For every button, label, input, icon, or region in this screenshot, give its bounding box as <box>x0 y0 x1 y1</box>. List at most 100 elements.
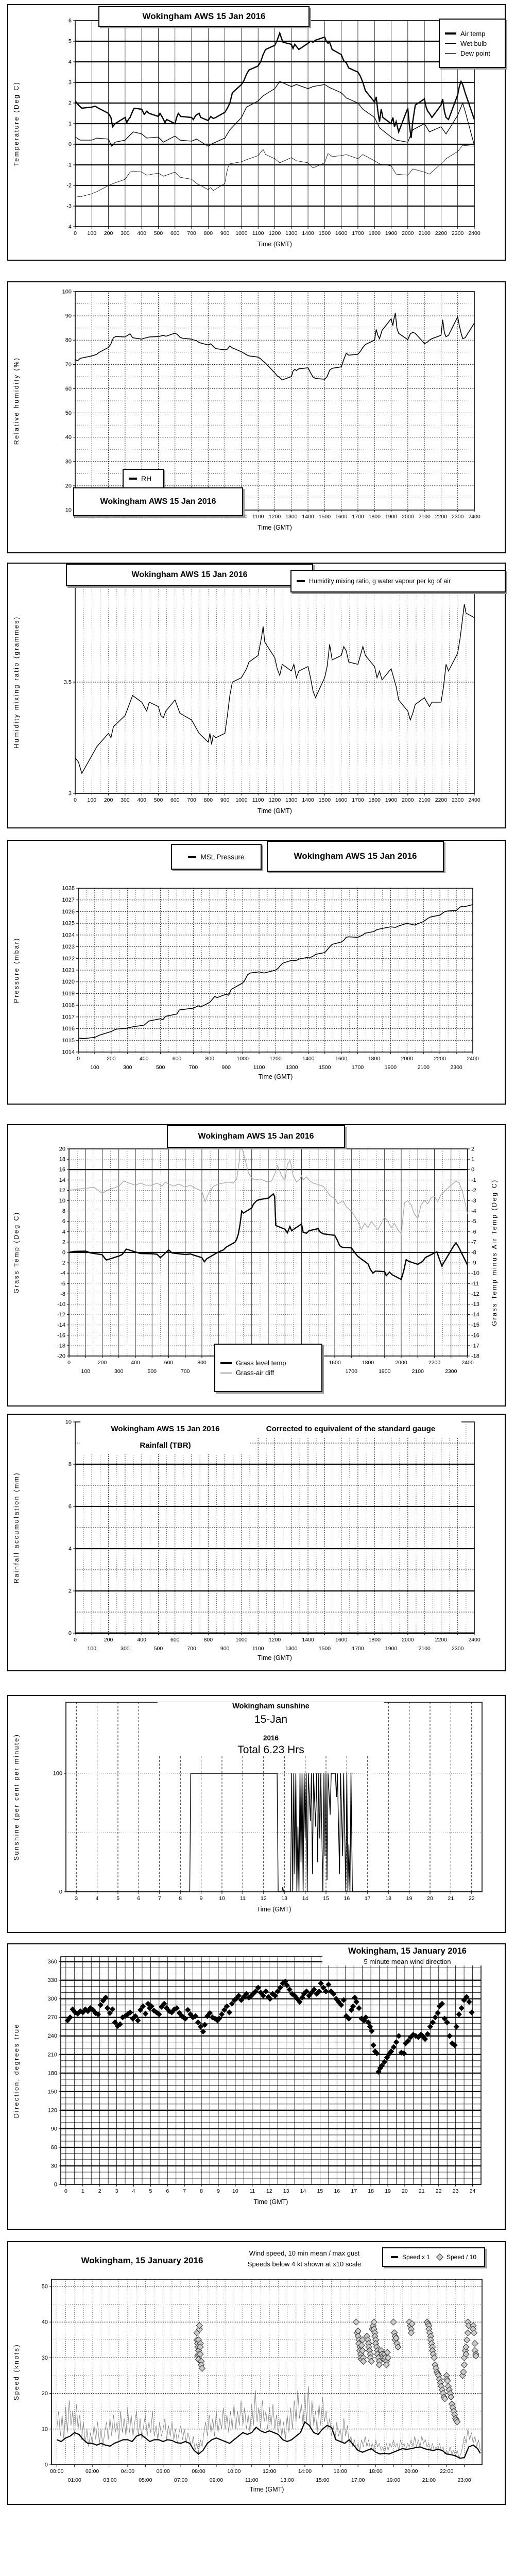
svg-text:600: 600 <box>170 797 180 803</box>
svg-text:2400: 2400 <box>468 797 480 803</box>
svg-text:15:00: 15:00 <box>316 2477 329 2483</box>
svg-text:2400: 2400 <box>467 1056 479 1062</box>
grass-temp-chart: 0100200300400500600700800900100011001200… <box>8 1125 505 1405</box>
wind-speed-note1: Wind speed, 10 min mean / max gust <box>249 2249 360 2257</box>
svg-text:800: 800 <box>197 1360 207 1366</box>
svg-text:24: 24 <box>470 2188 476 2194</box>
svg-text:5: 5 <box>68 39 72 45</box>
svg-text:2: 2 <box>62 1239 65 1245</box>
svg-text:19:00: 19:00 <box>387 2477 400 2483</box>
svg-text:2100: 2100 <box>418 1646 431 1652</box>
svg-text:400: 400 <box>137 230 146 236</box>
svg-text:3: 3 <box>75 1895 78 1902</box>
svg-text:2: 2 <box>68 100 72 107</box>
svg-text:1028: 1028 <box>62 886 75 892</box>
svg-text:10:00: 10:00 <box>227 2468 241 2475</box>
svg-text:0: 0 <box>67 1360 71 1366</box>
mixing-ratio-line-sample-icon <box>297 580 305 582</box>
svg-text:1022: 1022 <box>62 956 75 962</box>
svg-text:1600: 1600 <box>335 514 348 520</box>
svg-text:12: 12 <box>59 1188 65 1194</box>
svg-text:1017: 1017 <box>62 1014 75 1020</box>
svg-text:1500: 1500 <box>319 514 331 520</box>
svg-text:90: 90 <box>65 313 72 319</box>
svg-text:1015: 1015 <box>62 1038 75 1044</box>
svg-text:6: 6 <box>68 18 72 24</box>
svg-text:0: 0 <box>74 1637 77 1643</box>
sunshine-chart: 3 4 5 6 7 8 9 10 11 12 13 14 15 16 17 18 19 20 21 22 0 100 Tim… <box>8 1696 505 1932</box>
svg-text:100: 100 <box>88 1646 97 1652</box>
svg-text:-14: -14 <box>471 1312 479 1318</box>
svg-text:270: 270 <box>48 2014 57 2021</box>
svg-text:0: 0 <box>74 514 77 520</box>
pressure-line-sample-icon <box>188 856 197 858</box>
svg-text:7: 7 <box>183 2188 186 2194</box>
temperature-legend: Air temp Wet bulb Dew point <box>439 19 506 68</box>
svg-text:8: 8 <box>68 1462 72 1468</box>
svg-text:1300: 1300 <box>285 797 298 803</box>
svg-text:1500: 1500 <box>319 230 331 236</box>
wind-direction-chart: 0 1 2 3 4 5 6 7 8 9 10 11 12 13 14 15 16 17 18 19 20 21 22 23 24… <box>8 1944 505 2229</box>
svg-text:2000: 2000 <box>402 797 414 803</box>
svg-text:1700: 1700 <box>352 1064 364 1071</box>
svg-text:-12: -12 <box>471 1291 479 1297</box>
svg-text:60: 60 <box>65 386 72 392</box>
svg-text:1024: 1024 <box>62 932 75 938</box>
dew-point-line-sample-icon <box>445 53 456 54</box>
legend-item-wet-bulb: Wet bulb <box>440 39 505 48</box>
svg-text:17:00: 17:00 <box>351 2477 365 2483</box>
svg-text:2000: 2000 <box>395 1360 407 1366</box>
svg-text:0: 0 <box>59 1889 62 1895</box>
svg-text:-15: -15 <box>471 1322 479 1328</box>
svg-text:22: 22 <box>436 2188 442 2194</box>
svg-text:Time (GMT): Time (GMT) <box>258 524 292 531</box>
svg-text:800: 800 <box>204 230 213 236</box>
svg-text:2300: 2300 <box>450 1064 462 1071</box>
svg-text:-2: -2 <box>471 1188 476 1194</box>
humidity-chart: 0 100 200 300 400 500 600 700 800 900 1000 1100 1200… <box>8 282 505 552</box>
svg-text:2200: 2200 <box>428 1360 441 1366</box>
svg-text:16: 16 <box>344 1895 350 1902</box>
svg-text:17: 17 <box>365 1895 371 1902</box>
svg-text:1300: 1300 <box>285 230 298 236</box>
svg-text:70: 70 <box>65 362 72 368</box>
svg-text:1025: 1025 <box>62 921 75 927</box>
svg-text:1026: 1026 <box>62 909 75 915</box>
svg-text:03:00: 03:00 <box>103 2477 116 2483</box>
svg-text:-10: -10 <box>57 1301 65 1308</box>
wind-speed-legend: Speed x 1 Speed / 10 <box>382 2247 485 2267</box>
svg-text:11: 11 <box>249 2188 255 2194</box>
svg-text:Humidity mixing ratio (grammes: Humidity mixing ratio (grammes) <box>13 616 20 748</box>
grass-temp-legend: Grass level temp Grass-air diff <box>214 1344 322 1392</box>
svg-text:11: 11 <box>240 1895 246 1902</box>
svg-text:30: 30 <box>51 2163 57 2169</box>
svg-text:500: 500 <box>154 230 163 236</box>
humidity-title: Wokingham AWS 15 Jan 2016 <box>100 497 216 506</box>
svg-text:18: 18 <box>368 2188 374 2194</box>
mixing-ratio-legend: Humidity mixing ratio, g water vapour pe… <box>290 570 506 592</box>
svg-text:200: 200 <box>104 1637 113 1643</box>
legend-item-speed-x1: Speed x 1 <box>390 2253 430 2261</box>
mixing-ratio-title: Wokingham AWS 15 Jan 2016 <box>131 570 248 579</box>
panel-grass-temp: 0100200300400500600700800900100011001200… <box>7 1124 506 1406</box>
svg-text:-11: -11 <box>471 1281 479 1287</box>
svg-text:200: 200 <box>104 230 113 236</box>
rainfall-title-block: Wokingham AWS 15 Jan 2016 Rainfall (TBR) <box>80 1421 250 1453</box>
panel-sunshine: 3 4 5 6 7 8 9 10 11 12 13 14 15 16 17 18 19 20 21 22 0 100 Tim… <box>7 1695 506 1933</box>
svg-text:300: 300 <box>121 1646 130 1652</box>
wet-bulb-line-sample-icon <box>445 43 456 44</box>
legend-label: Air temp <box>460 29 486 38</box>
svg-text:400: 400 <box>137 1637 146 1643</box>
svg-text:1800: 1800 <box>369 1637 381 1643</box>
svg-text:Grass Temp minus Air Temp (Deg: Grass Temp minus Air Temp (Deg C) <box>491 1179 498 1326</box>
speed-line-sample-icon <box>390 2256 398 2258</box>
svg-text:Rainfall accumulation (mm): Rainfall accumulation (mm) <box>13 1472 20 1583</box>
svg-text:-8: -8 <box>471 1250 476 1256</box>
svg-text:06:00: 06:00 <box>157 2468 170 2475</box>
svg-text:1100: 1100 <box>252 1646 264 1652</box>
svg-text:180: 180 <box>48 2070 57 2076</box>
svg-text:240: 240 <box>48 2033 57 2039</box>
legend-item-grass-level-temp: Grass level temp <box>215 1358 321 1368</box>
svg-text:300: 300 <box>48 1996 57 2002</box>
svg-text:Time (GMT): Time (GMT) <box>250 2486 284 2493</box>
